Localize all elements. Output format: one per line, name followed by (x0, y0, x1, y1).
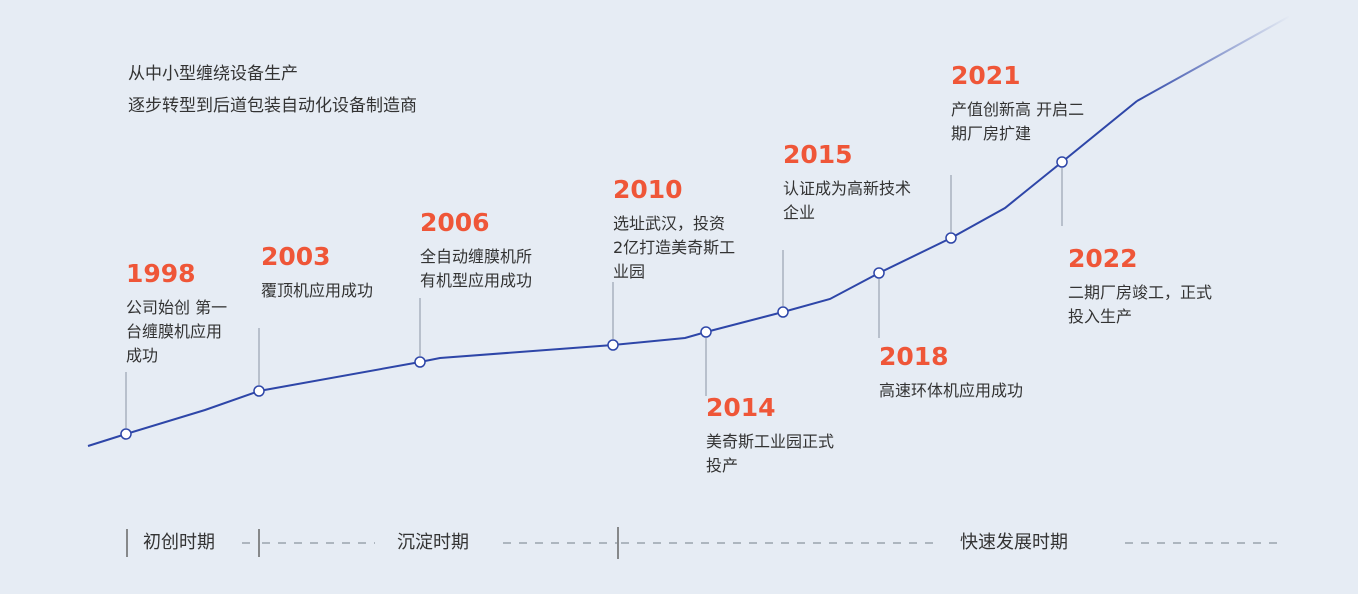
event-year: 2022 (1068, 244, 1138, 273)
event-year: 2010 (613, 175, 683, 204)
growth-line-fade (1136, 15, 1291, 102)
intro-line-1: 从中小型缠绕设备生产 (128, 64, 298, 84)
event-2018: 2018 高速环体机应用成功 (879, 343, 1023, 403)
event-1998: 1998 公司始创 第一 台缠膜机应用 成功 (126, 260, 227, 368)
event-description: 选址武汉，投资 2亿打造美奇斯工 业园 (613, 214, 736, 281)
event-2006: 2006 全自动缠膜机所 有机型应用成功 (420, 209, 532, 293)
event-2021: 2021 产值创新高 开启二 期厂房扩建 (951, 62, 1084, 146)
event-description: 产值创新高 开启二 期厂房扩建 (951, 100, 1085, 143)
event-description: 认证成为高新技术 企业 (783, 179, 912, 222)
event-year: 2003 (261, 242, 331, 271)
event-2003: 2003 覆顶机应用成功 (261, 243, 373, 303)
phase-rapid-growth: 快速发展时期 (960, 532, 1068, 553)
event-year: 2018 (879, 342, 949, 371)
intro-line-2: 逐步转型到后道包装自动化设备制造商 (128, 96, 417, 116)
phase-startup: 初创时期 (143, 532, 215, 553)
event-description: 二期厂房竣工，正式 投入生产 (1068, 283, 1213, 326)
event-year: 2021 (951, 61, 1021, 90)
event-year: 2014 (706, 393, 776, 422)
event-description: 覆顶机应用成功 (261, 281, 374, 300)
event-description: 公司始创 第一 台缠膜机应用 成功 (126, 298, 228, 365)
event-year: 2006 (420, 208, 490, 237)
event-year: 2015 (783, 140, 853, 169)
event-2015: 2015 认证成为高新技术 企业 (783, 141, 911, 225)
event-marker (120, 428, 132, 440)
event-marker (607, 339, 619, 351)
event-2014: 2014 美奇斯工业园正式 投产 (706, 394, 834, 478)
event-marker (700, 326, 712, 338)
event-marker (1056, 156, 1068, 168)
event-description: 高速环体机应用成功 (879, 381, 1024, 400)
growth-line (87, 100, 1138, 447)
event-year: 1998 (126, 259, 196, 288)
event-marker (414, 356, 426, 368)
phase-consolidation: 沉淀时期 (397, 532, 469, 553)
event-marker (873, 267, 885, 279)
event-marker (777, 306, 789, 318)
event-description: 美奇斯工业园正式 投产 (706, 432, 835, 475)
intro-text: 从中小型缠绕设备生产 逐步转型到后道包装自动化设备制造商 (128, 58, 417, 122)
event-marker (253, 385, 265, 397)
event-description: 全自动缠膜机所 有机型应用成功 (420, 247, 533, 290)
event-2010: 2010 选址武汉，投资 2亿打造美奇斯工 业园 (613, 176, 735, 284)
event-marker (945, 232, 957, 244)
event-2022: 2022 二期厂房竣工，正式 投入生产 (1068, 245, 1212, 329)
